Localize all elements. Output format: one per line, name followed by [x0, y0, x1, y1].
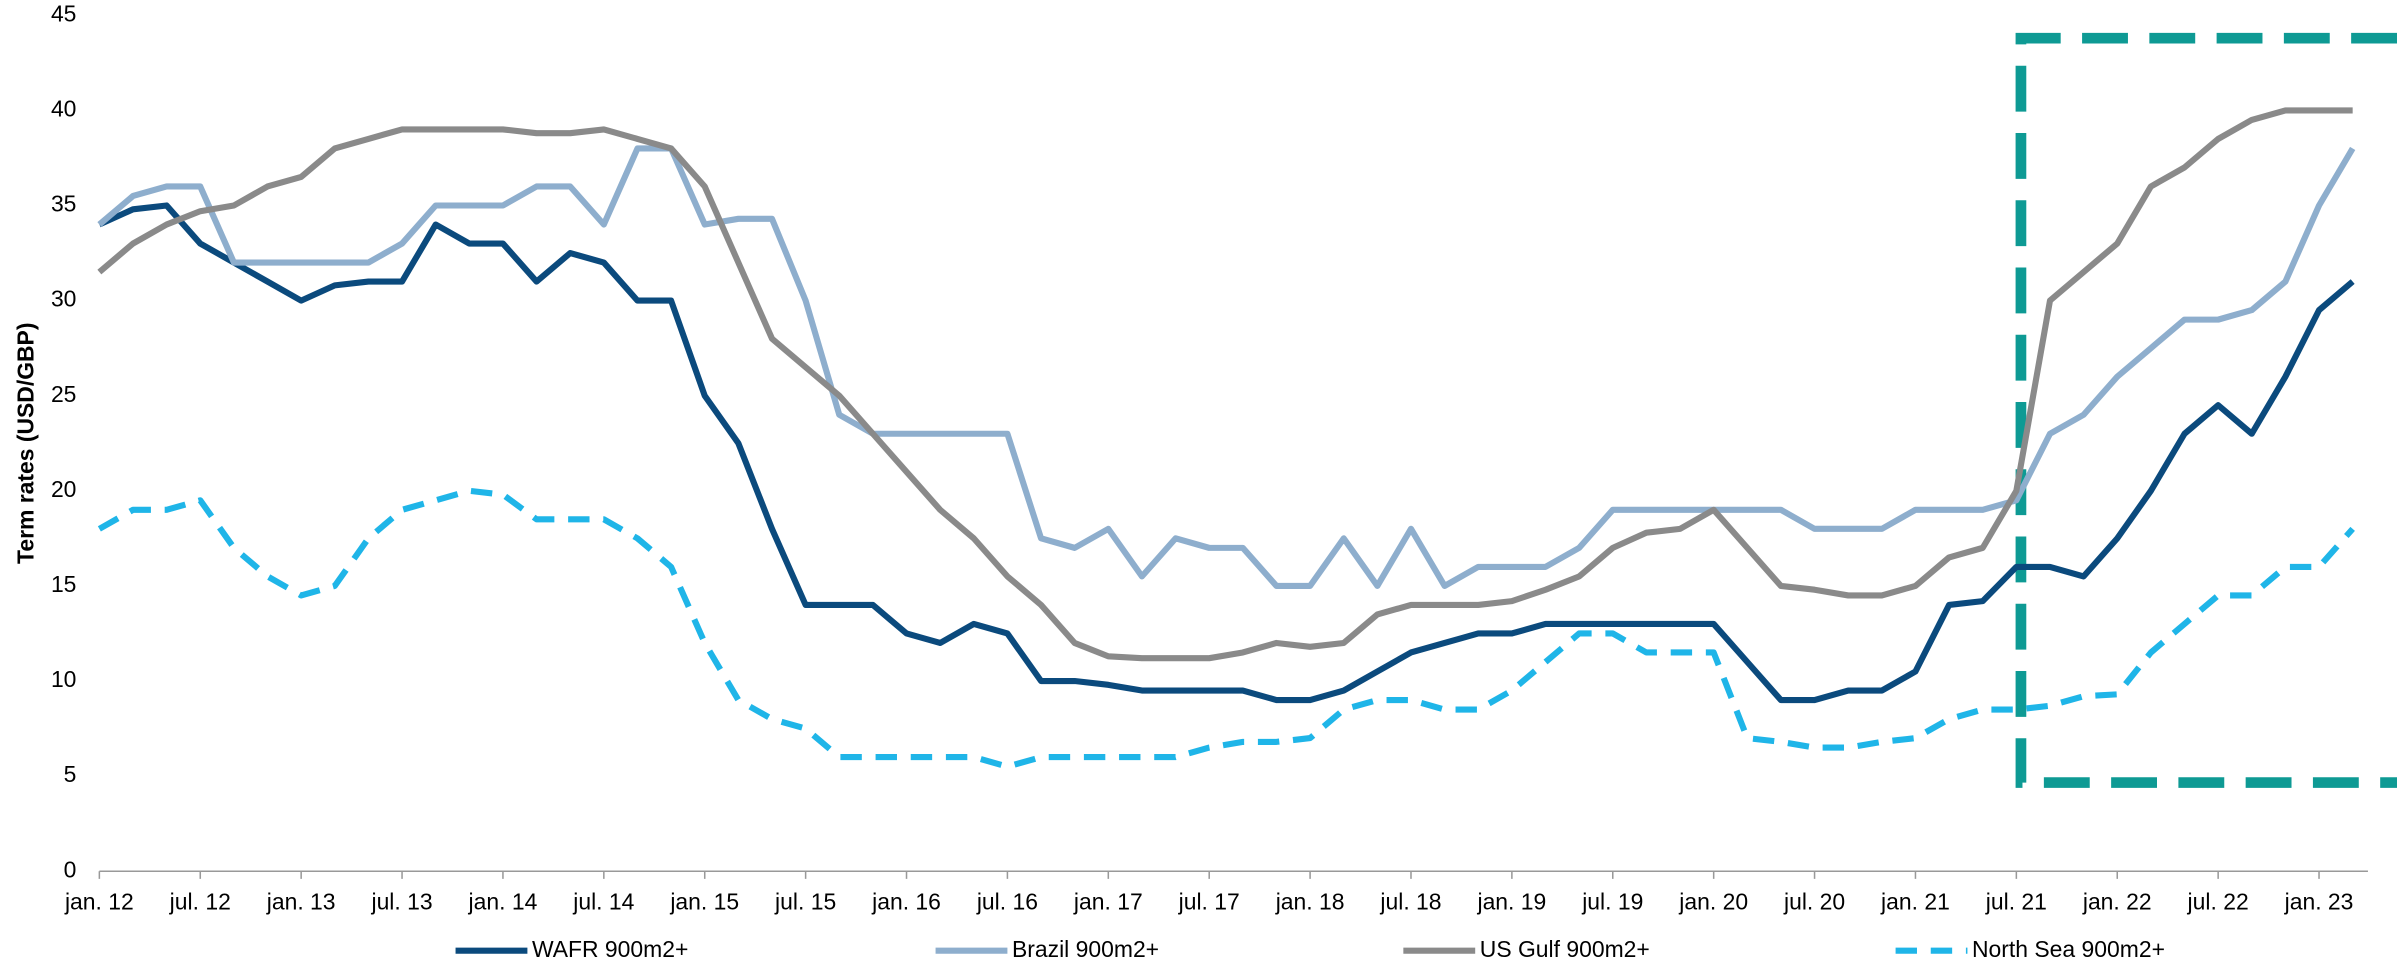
- series-line: [98, 202, 2355, 704]
- x-tick-label: jul. 14: [572, 888, 634, 914]
- x-tick-label: jul. 12: [169, 888, 231, 914]
- legend-label: North Sea 900m2+: [1972, 936, 2165, 962]
- y-tick-label: 10: [51, 666, 76, 692]
- y-tick-label: 45: [51, 0, 76, 26]
- x-tick-label: jul. 17: [1178, 888, 1240, 914]
- y-tick-label: 20: [51, 476, 76, 502]
- y-axis-label: Term rates (USD/GBP): [13, 323, 39, 564]
- x-tick-label: jul. 22: [2187, 888, 2249, 914]
- series-line: [97, 107, 2353, 662]
- x-tick-label: jan. 23: [2284, 888, 2354, 914]
- legend-label: US Gulf 900m2+: [1480, 936, 1650, 962]
- x-tick-label: jul. 18: [1379, 888, 1441, 914]
- x-tick-label: jan. 12: [64, 888, 134, 914]
- x-tick-label: jan. 22: [2082, 888, 2152, 914]
- x-tick-label: jul. 13: [370, 888, 432, 914]
- x-tick-label: jul. 15: [774, 888, 836, 914]
- x-tick-label: jul. 19: [1581, 888, 1643, 914]
- x-tick-label: jan. 19: [1476, 888, 1546, 914]
- x-tick-label: jan. 21: [1880, 888, 1950, 914]
- x-tick-label: jul. 16: [976, 888, 1038, 914]
- x-tick-label: jan. 13: [266, 888, 336, 914]
- x-tick-label: jan. 16: [871, 888, 941, 914]
- x-tick-label: jan. 18: [1275, 888, 1345, 914]
- y-tick-label: 15: [51, 571, 76, 597]
- y-tick-label: 40: [51, 95, 76, 121]
- y-tick-label: 5: [64, 761, 77, 787]
- x-tick-label: jan. 20: [1678, 888, 1748, 914]
- x-tick-label: jan. 15: [669, 888, 739, 914]
- series-line: [97, 487, 2355, 770]
- legend-label: WAFR 900m2+: [532, 936, 688, 962]
- legend-label: Brazil 900m2+: [1012, 936, 1159, 962]
- series-line: [97, 145, 2356, 589]
- y-tick-label: 30: [51, 286, 76, 312]
- x-tick-label: jul. 21: [1985, 888, 2047, 914]
- x-tick-label: jan. 17: [1073, 888, 1143, 914]
- highlight-box: [2015, 32, 2397, 788]
- y-tick-label: 0: [64, 856, 77, 882]
- y-tick-label: 25: [51, 381, 76, 407]
- x-tick-label: jul. 20: [1783, 888, 1845, 914]
- y-tick-label: 35: [51, 191, 76, 217]
- x-tick-label: jan. 14: [468, 888, 538, 914]
